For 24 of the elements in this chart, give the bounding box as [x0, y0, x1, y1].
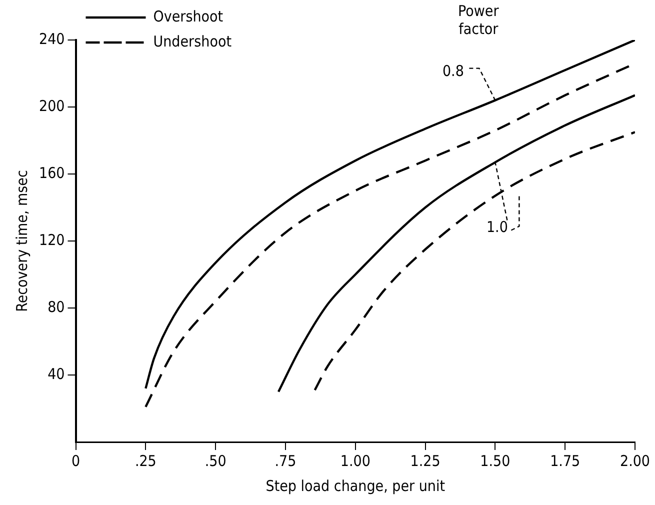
annotation: 0.8: [442, 62, 464, 80]
y-tick-label: 200: [38, 96, 65, 115]
x-axis-title: Step load change, per unit: [266, 476, 445, 495]
y-tick-label: 40: [48, 364, 65, 383]
x-tick-label: 1.25: [410, 452, 440, 470]
legend-label: Overshoot: [153, 7, 224, 26]
y-axis-title: Recovery time, msec: [12, 170, 31, 312]
annotation: 1.0: [486, 218, 508, 236]
x-tick-label: .25: [134, 452, 156, 470]
x-tick-label: 1.75: [550, 452, 580, 470]
y-tick-label: 80: [48, 298, 65, 316]
line-series: [314, 131, 635, 392]
x-tick-label: .75: [274, 452, 296, 470]
x-tick-label: 1.50: [480, 452, 510, 470]
line-series: [277, 94, 635, 393]
y-tick-label: 120: [38, 230, 65, 249]
x-tick-label: .50: [204, 452, 226, 470]
x-tick-label: 1.00: [340, 452, 370, 470]
y-tick-label: 240: [38, 30, 65, 48]
text: Power factor: [458, 2, 500, 38]
x-tick-label: 2.00: [620, 452, 650, 470]
legend-label: Undershoot: [153, 32, 232, 50]
x-tick-label: 0: [71, 452, 80, 470]
y-tick-label: 160: [38, 164, 65, 182]
